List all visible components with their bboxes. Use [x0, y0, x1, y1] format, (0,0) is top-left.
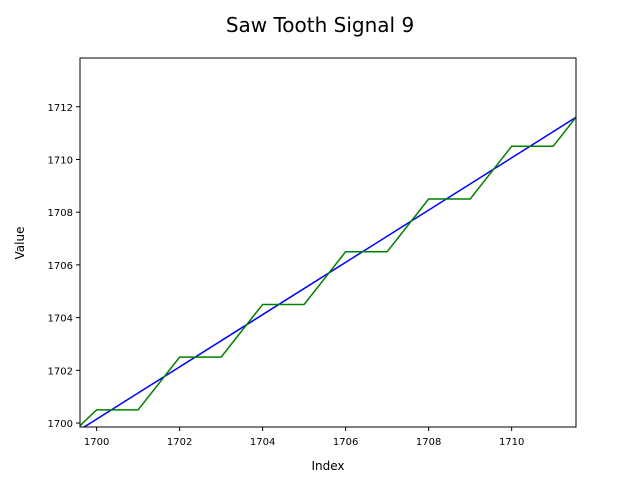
chart-title: Saw Tooth Signal 9 — [226, 13, 414, 37]
y-tick-label-5: 1710 — [48, 155, 73, 166]
x-tick-label-4: 1708 — [416, 437, 441, 448]
y-axis-label: Value — [13, 227, 27, 260]
x-tick-label-3: 1706 — [333, 437, 358, 448]
y-tick-label-2: 1704 — [48, 314, 73, 325]
y-tick-label-1: 1702 — [48, 366, 73, 377]
y-tick-label-4: 1708 — [48, 208, 73, 219]
x-axis-label: Index — [311, 459, 344, 473]
y-tick-label-6: 1712 — [48, 103, 73, 114]
y-tick-label-0: 1700 — [48, 419, 73, 430]
x-tick-label-5: 1710 — [499, 437, 524, 448]
x-tick-label-1: 1702 — [167, 437, 192, 448]
x-tick-label-2: 1704 — [250, 437, 275, 448]
plot-area: 1700 1702 1704 1706 1708 1710 1700 1702 1704 170… — [48, 57, 577, 448]
series-line-1 — [80, 116, 576, 427]
plot-frame — [79, 57, 577, 428]
x-tick-label-0: 1700 — [84, 437, 109, 448]
y-tick-label-3: 1706 — [48, 261, 73, 272]
